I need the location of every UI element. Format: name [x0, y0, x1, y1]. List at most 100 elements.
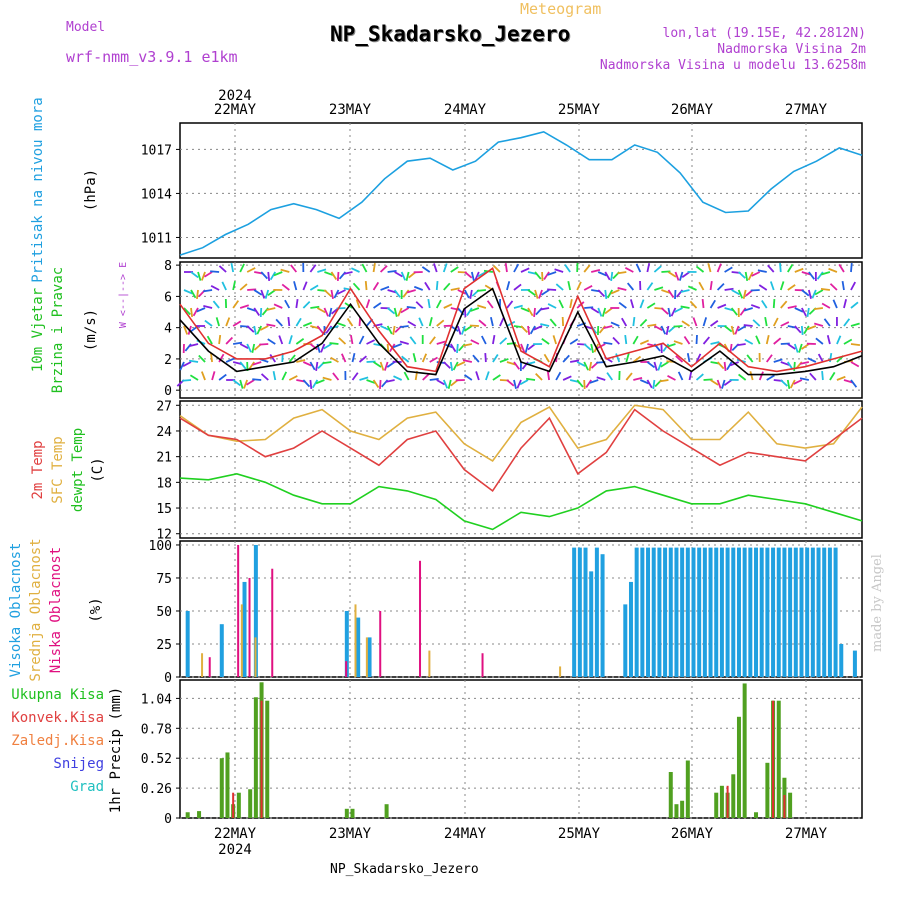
- conv-precip-bar: [232, 792, 235, 818]
- wind-barb: [484, 352, 487, 363]
- wind-barb: [540, 307, 550, 311]
- conv-precip-bar: [783, 795, 786, 818]
- wind-barb: [225, 336, 234, 345]
- wind-barb: [817, 353, 824, 363]
- high-cloud-bar: [708, 547, 713, 677]
- wind-barb: [340, 353, 347, 363]
- wind-barb: [779, 262, 782, 273]
- high-cloud-bar: [577, 547, 582, 677]
- wind-barb: [183, 325, 189, 335]
- wind-barb: [843, 338, 853, 345]
- wind-barb: [787, 263, 794, 273]
- wind-barb: [310, 305, 320, 309]
- wind-barb: [472, 354, 480, 363]
- wind-barb: [278, 335, 284, 345]
- wind-barb: [726, 361, 733, 371]
- y-tick-label: 0: [164, 671, 172, 686]
- high-cloud-bar: [771, 547, 776, 677]
- wind-barb: [617, 286, 627, 291]
- wind-barb: [461, 325, 466, 335]
- wind-barb: [470, 307, 480, 312]
- wind-barb: [710, 319, 719, 327]
- high-cloud-bar: [663, 547, 668, 677]
- wind-barb: [744, 271, 749, 282]
- wind-barb: [256, 325, 263, 335]
- wind-barb: [625, 372, 633, 381]
- wind-barb: [836, 335, 842, 345]
- wind-barb: [436, 379, 445, 386]
- wind-barb: [743, 324, 753, 327]
- wind-barb: [823, 318, 831, 327]
- wind-barb: [589, 379, 599, 384]
- wind-barb: [189, 343, 199, 348]
- wind-barb: [670, 307, 677, 317]
- wind-barb: [232, 320, 242, 327]
- wind-barb: [798, 343, 803, 353]
- wind-barb: [702, 317, 708, 327]
- wind-barb: [380, 285, 390, 291]
- y-tick-label: 0: [164, 812, 172, 827]
- wind-barb: [506, 281, 511, 291]
- wind-barb: [189, 374, 199, 381]
- wind-barb: [850, 281, 856, 291]
- high-cloud-bar: [736, 547, 741, 677]
- wind-barb: [625, 353, 630, 363]
- wind-barb: [734, 325, 740, 335]
- bottom-day-label: 23MAY: [329, 826, 372, 842]
- total-precip-bar: [714, 792, 719, 818]
- wind-barb: [429, 356, 438, 363]
- wind-barb: [543, 353, 550, 363]
- wind-barb: [372, 379, 380, 389]
- wind-barb: [406, 289, 416, 294]
- wind-barb: [737, 325, 747, 332]
- total-precip-bar: [668, 772, 673, 818]
- bottom-day-label: 24MAY: [444, 826, 487, 842]
- wind-barb: [688, 371, 693, 381]
- wind-barb: [328, 307, 333, 317]
- wind-barb: [246, 307, 256, 312]
- low-cloud-bar: [248, 577, 251, 677]
- wind-barb: [695, 353, 702, 363]
- wind-barb: [181, 379, 192, 382]
- wind-barb: [418, 317, 424, 327]
- wind-barb: [597, 307, 603, 317]
- wind-barb: [405, 271, 410, 281]
- wind-barb: [535, 372, 543, 381]
- wind-barb: [590, 343, 594, 353]
- high-cloud-bar: [680, 547, 685, 677]
- wind-barb: [266, 323, 276, 327]
- high-cloud-bar: [219, 624, 224, 677]
- panel-frame-1: [179, 261, 863, 399]
- high-cloud-bar: [742, 547, 747, 677]
- wind-barb: [513, 361, 520, 370]
- mid-cloud-bar: [354, 604, 357, 677]
- wind-barb: [516, 379, 522, 389]
- wind-barb: [350, 267, 360, 273]
- wind-barb: [787, 284, 796, 291]
- wind-barb: [462, 359, 473, 363]
- top-day-label: 23MAY: [329, 102, 372, 118]
- wind-barb: [490, 317, 494, 327]
- top-day-label: 22MAY: [214, 102, 257, 118]
- wind-barb: [387, 270, 397, 273]
- wind-barb: [801, 271, 811, 276]
- wind-barb: [794, 325, 802, 334]
- wind-barb: [665, 325, 670, 335]
- high-cloud-bar: [242, 581, 247, 677]
- wind-barb: [253, 289, 263, 296]
- total-precip-bar: [685, 760, 690, 818]
- pressure-line: [179, 130, 863, 256]
- wind-barb: [576, 281, 582, 291]
- wind-barb: [687, 285, 697, 291]
- wind-barb: [695, 373, 704, 381]
- wind-barb: [380, 325, 390, 331]
- wind-barb: [767, 264, 775, 273]
- wind-barb: [667, 374, 676, 381]
- wind-barb: [204, 319, 213, 327]
- wind-barb: [351, 372, 359, 381]
- wind-barb: [843, 318, 851, 327]
- wind-barb: [701, 298, 705, 309]
- y-tick-label: 27: [156, 399, 172, 414]
- total-precip-bar: [253, 697, 258, 818]
- wind-barb: [757, 269, 767, 273]
